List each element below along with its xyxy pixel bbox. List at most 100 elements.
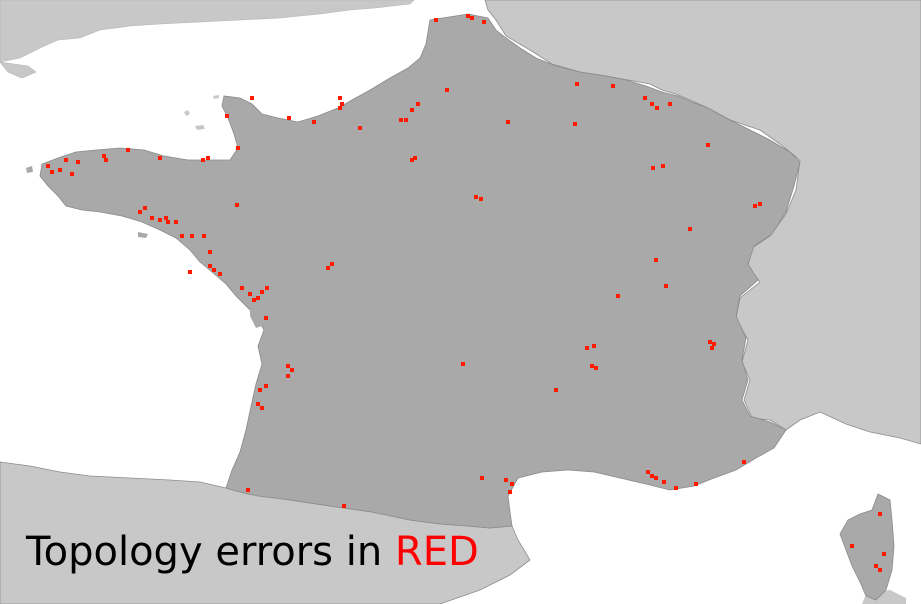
topology-error-marker [174,220,178,224]
topology-error-marker [594,366,598,370]
topology-error-marker [654,258,658,262]
topology-error-marker [480,476,484,480]
topology-error-marker [264,316,268,320]
topology-error-marker [554,388,558,392]
topology-error-marker [286,374,290,378]
topology-error-marker [479,197,483,201]
topology-error-marker [470,16,474,20]
isle-of-wight [212,2,236,10]
topology-error-marker [50,170,54,174]
topology-error-marker [575,82,579,86]
topology-error-marker [874,564,878,568]
topology-error-marker [358,126,362,130]
topology-error-marker [208,250,212,254]
topology-error-marker [668,102,672,106]
channel-island-jersey [195,125,205,130]
topology-error-marker [218,272,222,276]
topology-error-marker [706,143,710,147]
topology-error-marker [712,342,716,346]
topology-error-marker [590,364,594,368]
ile-d-ouessant [26,166,33,173]
topology-error-marker [650,102,654,106]
topology-error-marker [616,294,620,298]
topology-error-marker [70,172,74,176]
topology-error-marker [646,470,650,474]
topology-error-marker [708,340,712,344]
topology-error-marker [710,346,714,350]
topology-error-marker [410,108,414,112]
topology-error-marker [246,488,250,492]
topology-error-marker [410,158,414,162]
topology-error-marker [104,158,108,162]
topology-error-marker [190,234,194,238]
topology-error-marker [404,118,408,122]
topology-error-marker [143,206,147,210]
topology-error-marker [664,284,668,288]
belle-ile [138,232,148,238]
topology-error-marker [662,480,666,484]
topology-error-marker [674,486,678,490]
topology-error-marker [850,544,854,548]
topology-error-marker [252,298,256,302]
corsica-island [839,493,895,601]
topology-error-marker [882,552,886,556]
topology-error-marker [592,344,596,348]
topology-error-marker [661,164,665,168]
topology-error-marker [256,402,260,406]
topology-error-marker [64,158,68,162]
topology-error-marker [290,368,294,372]
topology-error-marker [212,268,216,272]
topology-error-marker [466,14,470,18]
map-caption: Topology errors in RED [26,528,479,576]
topology-error-marker [585,346,589,350]
topology-error-marker [260,406,264,410]
topology-error-marker [225,114,229,118]
topology-error-marker [126,148,130,152]
topology-error-marker [312,120,316,124]
topology-error-marker [474,195,478,199]
topology-error-marker [201,158,205,162]
topology-error-marker [878,568,882,572]
topology-error-marker [287,116,291,120]
topology-error-marker [180,234,184,238]
topology-error-marker [461,362,465,366]
topology-error-marker [235,203,239,207]
topology-error-marker [655,106,659,110]
channel-island-alderney [213,95,219,99]
great-britain-landmass [0,0,415,79]
topology-error-marker [434,18,438,22]
france-mainland [39,13,801,529]
topology-error-marker [573,122,577,126]
topology-error-marker [878,512,882,516]
topology-error-marker [651,166,655,170]
topology-error-marker [399,118,403,122]
caption-highlight: RED [394,529,479,575]
ile-d-oleron [250,306,262,328]
topology-error-marker [413,156,417,160]
topology-error-marker [611,84,615,88]
topology-error-marker [256,296,260,300]
topology-error-marker [236,146,240,150]
topology-error-marker [248,292,252,296]
topology-error-marker [166,220,170,224]
error-markers-layer [46,14,886,572]
topology-error-marker [208,264,212,268]
caption-prefix: Topology errors in [26,529,395,575]
topology-error-marker [506,120,510,124]
topology-error-marker [510,482,514,486]
topology-error-marker [260,290,264,294]
topology-error-marker [265,286,269,290]
topology-error-marker [508,490,512,494]
topology-error-marker [158,218,162,222]
topology-error-marker [158,156,162,160]
topology-error-marker [206,156,210,160]
topology-error-marker [338,106,342,110]
topology-error-marker [258,388,262,392]
topology-error-marker [46,164,50,168]
topology-error-marker [330,262,334,266]
topology-error-marker [504,478,508,482]
topology-error-marker [643,96,647,100]
topology-error-marker [753,204,757,208]
